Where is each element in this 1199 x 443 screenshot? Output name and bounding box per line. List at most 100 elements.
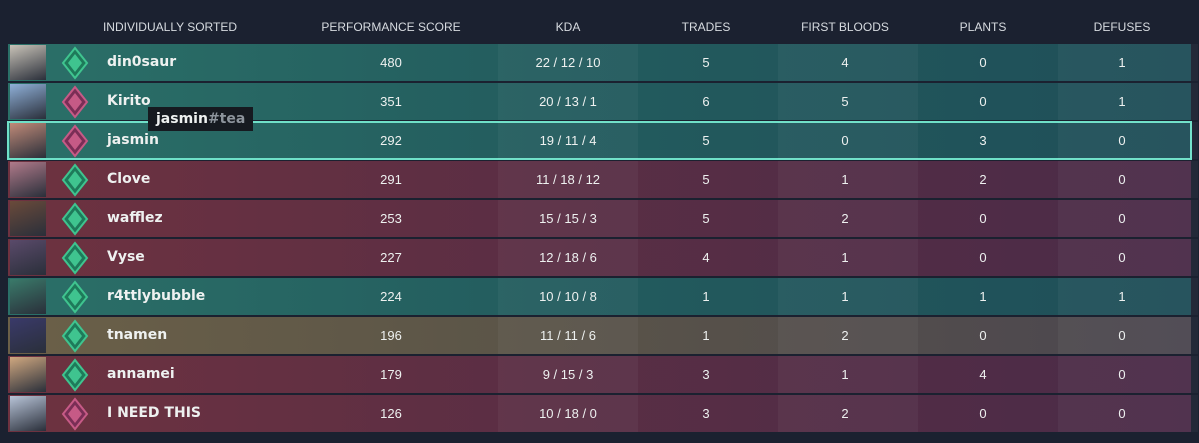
column-band	[778, 356, 918, 393]
stat-cell: 1	[702, 328, 710, 343]
column-band	[498, 83, 638, 120]
stat-cell: 291	[380, 172, 402, 187]
stat-cell: 1	[841, 250, 849, 265]
rank-icon	[61, 124, 89, 158]
rank-icon	[61, 319, 89, 353]
stat-cell: 3	[702, 406, 710, 421]
player-row: din0saur 480 22 / 12 / 10 5 4 0 1	[8, 44, 1198, 81]
stat-cell: 4	[702, 250, 710, 265]
header-title: INDIVIDUALLY SORTED	[102, 20, 238, 34]
stat-cell: 5	[702, 172, 710, 187]
stat-cell: 0	[979, 328, 987, 343]
agent-portrait	[10, 45, 46, 80]
stat-cell: 0	[841, 133, 849, 148]
stat-cell: 0	[1118, 133, 1126, 148]
column-band	[498, 395, 638, 432]
column-header: FIRST BLOODS	[801, 20, 889, 34]
stat-cell: 480	[380, 55, 402, 70]
player-name: annamei	[107, 366, 175, 382]
stat-cell: 5	[702, 211, 710, 226]
stat-cell: 196	[380, 328, 402, 343]
player-row: annamei 179 9 / 15 / 3 3 1 4 0	[8, 356, 1198, 393]
stat-cell: 292	[380, 133, 402, 148]
player-row: r4ttlybubble 224 10 / 10 / 8 1 1 1 1	[8, 278, 1198, 315]
rank-icon	[61, 85, 89, 119]
agent-portrait	[10, 279, 46, 314]
stat-cell: 0	[1118, 406, 1126, 421]
stat-cell: 15 / 15 / 3	[539, 211, 597, 226]
column-band	[1058, 317, 1198, 354]
column-band	[498, 317, 638, 354]
column-band	[778, 122, 918, 159]
stat-cell: 0	[1118, 328, 1126, 343]
stat-cell: 0	[1118, 172, 1126, 187]
stat-cell: 2	[979, 172, 987, 187]
stat-cell: 2	[841, 328, 849, 343]
agent-portrait	[10, 318, 46, 353]
stat-cell: 3	[702, 367, 710, 382]
player-row: Kirito 351 20 / 13 / 1 6 5 0 1	[8, 83, 1198, 120]
rank-icon	[61, 202, 89, 236]
column-band	[778, 239, 918, 276]
stat-cell: 5	[841, 94, 849, 109]
stat-cell: 1	[1118, 55, 1126, 70]
stat-cell: 4	[979, 367, 987, 382]
stat-cell: 253	[380, 211, 402, 226]
stat-cell: 20 / 13 / 1	[539, 94, 597, 109]
column-band	[1058, 44, 1198, 81]
stat-cell: 22 / 12 / 10	[535, 55, 601, 70]
column-header: TRADES	[681, 20, 731, 34]
stat-cell: 11 / 18 / 12	[535, 172, 601, 187]
column-band	[498, 122, 638, 159]
tooltip: jasmin#tea	[148, 107, 254, 131]
stat-cell: 0	[979, 250, 987, 265]
rank-icon	[61, 163, 89, 197]
column-band	[498, 239, 638, 276]
stat-cell: 1	[841, 367, 849, 382]
column-band	[1058, 395, 1198, 432]
stat-cell: 1	[979, 289, 987, 304]
column-band	[1058, 356, 1198, 393]
agent-portrait	[10, 357, 46, 392]
stat-cell: 6	[702, 94, 710, 109]
player-row: Clove 291 11 / 18 / 12 5 1 2 0	[8, 161, 1198, 198]
agent-portrait	[10, 396, 46, 431]
player-row: Vyse 227 12 / 18 / 6 4 1 0 0	[8, 239, 1198, 276]
rank-icon	[61, 397, 89, 431]
stat-cell: 10 / 10 / 8	[539, 289, 597, 304]
agent-portrait	[10, 240, 46, 275]
stat-cell: 1	[841, 289, 849, 304]
column-band	[778, 317, 918, 354]
player-name: wafflez	[107, 210, 163, 226]
column-band	[498, 278, 638, 315]
column-header: DEFUSES	[1093, 20, 1151, 34]
stat-cell: 10 / 18 / 0	[539, 406, 597, 421]
player-row: tnamen 196 11 / 11 / 6 1 2 0 0	[8, 317, 1198, 354]
stat-cell: 0	[1118, 250, 1126, 265]
stat-cell: 2	[841, 211, 849, 226]
stat-cell: 1	[1118, 289, 1126, 304]
stat-cell: 19 / 11 / 4	[539, 133, 597, 148]
rank-icon	[61, 280, 89, 314]
rank-icon	[61, 241, 89, 275]
agent-portrait	[10, 123, 46, 158]
player-name: Vyse	[107, 249, 145, 265]
column-band	[1058, 278, 1198, 315]
agent-portrait	[10, 162, 46, 197]
stat-cell: 5	[702, 133, 710, 148]
stat-cell: 0	[979, 406, 987, 421]
column-band	[498, 44, 638, 81]
stat-cell: 0	[1118, 211, 1126, 226]
player-name: Clove	[107, 171, 151, 187]
column-band	[778, 44, 918, 81]
stat-cell: 1	[1118, 94, 1126, 109]
column-band	[498, 356, 638, 393]
stat-cell: 0	[979, 55, 987, 70]
stat-cell: 126	[380, 406, 402, 421]
stat-cell: 0	[1118, 367, 1126, 382]
stat-cell: 4	[841, 55, 849, 70]
stat-cell: 224	[380, 289, 402, 304]
player-name: jasmin	[107, 132, 159, 148]
column-band	[1058, 83, 1198, 120]
column-band	[1058, 200, 1198, 237]
